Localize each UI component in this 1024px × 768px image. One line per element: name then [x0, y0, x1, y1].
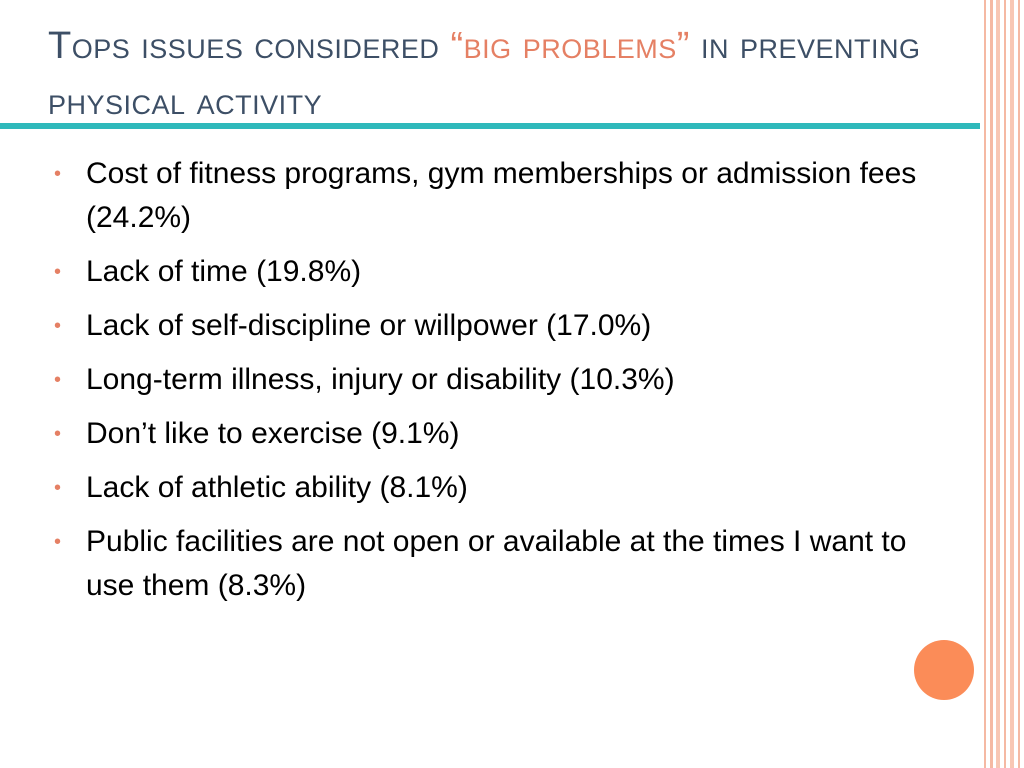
bullet-text: Public facilities are not open or availa…: [86, 525, 907, 602]
bullet-item: • Don’t like to exercise (9.1%): [52, 412, 962, 456]
decorative-circle: [914, 640, 974, 700]
bullet-item: • Public facilities are not open or avail…: [52, 520, 962, 608]
bullet-icon: •: [54, 163, 62, 185]
side-stripe: [1010, 0, 1014, 768]
side-stripe: [984, 0, 986, 768]
title-divider: [0, 123, 980, 129]
bullet-text: Lack of self-discipline or willpower (17…: [86, 309, 652, 342]
title-text-end: in preventing physical activity: [48, 25, 921, 123]
bullet-icon: •: [54, 531, 62, 553]
bullet-icon: •: [54, 423, 62, 445]
side-stripe: [996, 0, 1000, 768]
bullet-list: • Cost of fitness programs, gym membershi…: [52, 152, 962, 618]
bullet-icon: •: [54, 369, 62, 391]
bullet-icon: •: [54, 315, 62, 337]
bullet-text: Lack of athletic ability (8.1%): [86, 471, 468, 504]
bullet-text: Lack of time (19.8%): [86, 255, 362, 288]
bullet-text: Don’t like to exercise (9.1%): [86, 417, 460, 450]
bullet-item: • Lack of athletic ability (8.1%): [52, 466, 962, 510]
side-stripe: [1018, 0, 1020, 768]
slide-title: Tops issues considered “big problems” in…: [48, 18, 978, 130]
bullet-item: • Cost of fitness programs, gym membershi…: [52, 152, 962, 240]
bullet-icon: •: [54, 261, 62, 283]
side-stripe: [990, 0, 993, 768]
title-text-start: Tops issues considered: [48, 25, 451, 67]
side-stripe: [1004, 0, 1006, 768]
bullet-item: • Lack of time (19.8%): [52, 250, 962, 294]
bullet-icon: •: [54, 477, 62, 499]
bullet-text: Cost of fitness programs, gym membership…: [86, 157, 917, 234]
bullet-item: • Lack of self-discipline or willpower (1…: [52, 304, 962, 348]
bullet-item: • Long-term illness, injury or disability…: [52, 358, 962, 402]
title-accent-text: “big problems”: [450, 25, 690, 67]
bullet-text: Long-term illness, injury or disability …: [86, 363, 675, 396]
